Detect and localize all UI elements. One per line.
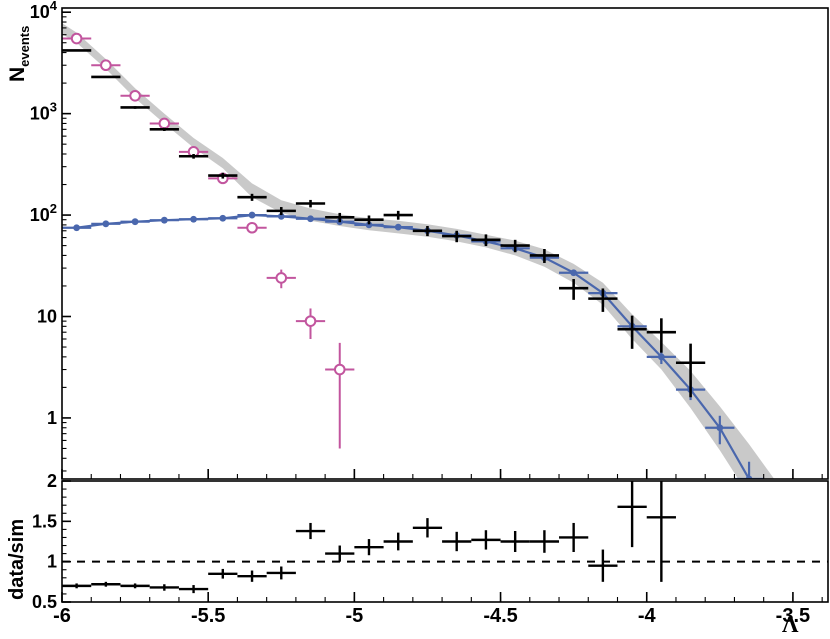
sim-background-marker [745, 475, 753, 479]
data-series [62, 49, 706, 398]
axis-tick-labels: -6 -5.5 -5 -4.5 -4 -3.5 1 10 102 103 104 0.5 1 1.5 2 [30, 0, 810, 627]
sim-background-marker [394, 223, 402, 231]
ratio-y-tick-label: 1.5 [32, 511, 57, 531]
y-axis-title-main-text: N [6, 66, 29, 82]
sim-background-marker [131, 218, 139, 226]
ratio-y-tick-label: 1 [47, 552, 57, 572]
sim-background-marker [570, 269, 578, 277]
sim-uncertainty-band [62, 23, 775, 479]
ratio-y-tick-label: 2 [47, 471, 57, 491]
sim-signal-marker [246, 221, 258, 234]
sim-background-marker [190, 215, 197, 223]
main-panel-frame [61, 7, 829, 480]
main-y-tick-label: 104 [30, 0, 58, 22]
sim-signal-marker [158, 117, 171, 130]
sim-signal-series [62, 32, 355, 449]
x-tick-label: -5 [345, 605, 363, 627]
x-tick-label: -5.5 [191, 605, 225, 627]
ratio-panel-frame [61, 480, 829, 603]
x-tick-label: -6 [53, 605, 71, 627]
main-y-tick-label: 10 [37, 306, 57, 326]
sim-signal-marker [100, 59, 112, 72]
x-tick-label: -4 [638, 605, 657, 627]
sim-background-marker [248, 211, 256, 219]
sim-background-marker [219, 214, 227, 222]
sim-signal-marker [333, 363, 346, 376]
main-y-tick-label: 103 [30, 100, 57, 124]
x-tick-label: -4.5 [483, 605, 517, 627]
x-axis-title-lambda: Λ [782, 612, 799, 637]
sim-background-marker [307, 215, 314, 223]
sim-signal-marker [129, 89, 141, 102]
y-axis-title-main: Nevents [6, 26, 32, 82]
y-axis-title-main-subscript: events [17, 25, 33, 67]
main-panel-series [62, 23, 775, 479]
sim-signal-marker [70, 32, 83, 45]
sim-signal-marker [275, 272, 288, 284]
main-y-tick-label: 102 [30, 201, 57, 225]
sim-background-marker [102, 220, 110, 228]
sim-signal-marker [304, 315, 317, 327]
sim-background-marker [160, 216, 168, 224]
sim-background-marker [365, 221, 373, 229]
sim-background-marker [277, 213, 285, 220]
sim-background-marker [73, 224, 81, 232]
y-axis-title-ratio: data/sim [6, 518, 28, 600]
main-y-tick-label: 1 [47, 408, 57, 428]
x-tick-label: -3.5 [776, 605, 810, 627]
ratio-y-tick-label: 0.5 [32, 592, 57, 612]
axis-ticks [61, 11, 823, 603]
ratio-data-series [62, 481, 676, 594]
ratio-panel-series [62, 481, 828, 594]
sim-background-marker [657, 353, 665, 361]
sim-background-marker [716, 424, 724, 432]
